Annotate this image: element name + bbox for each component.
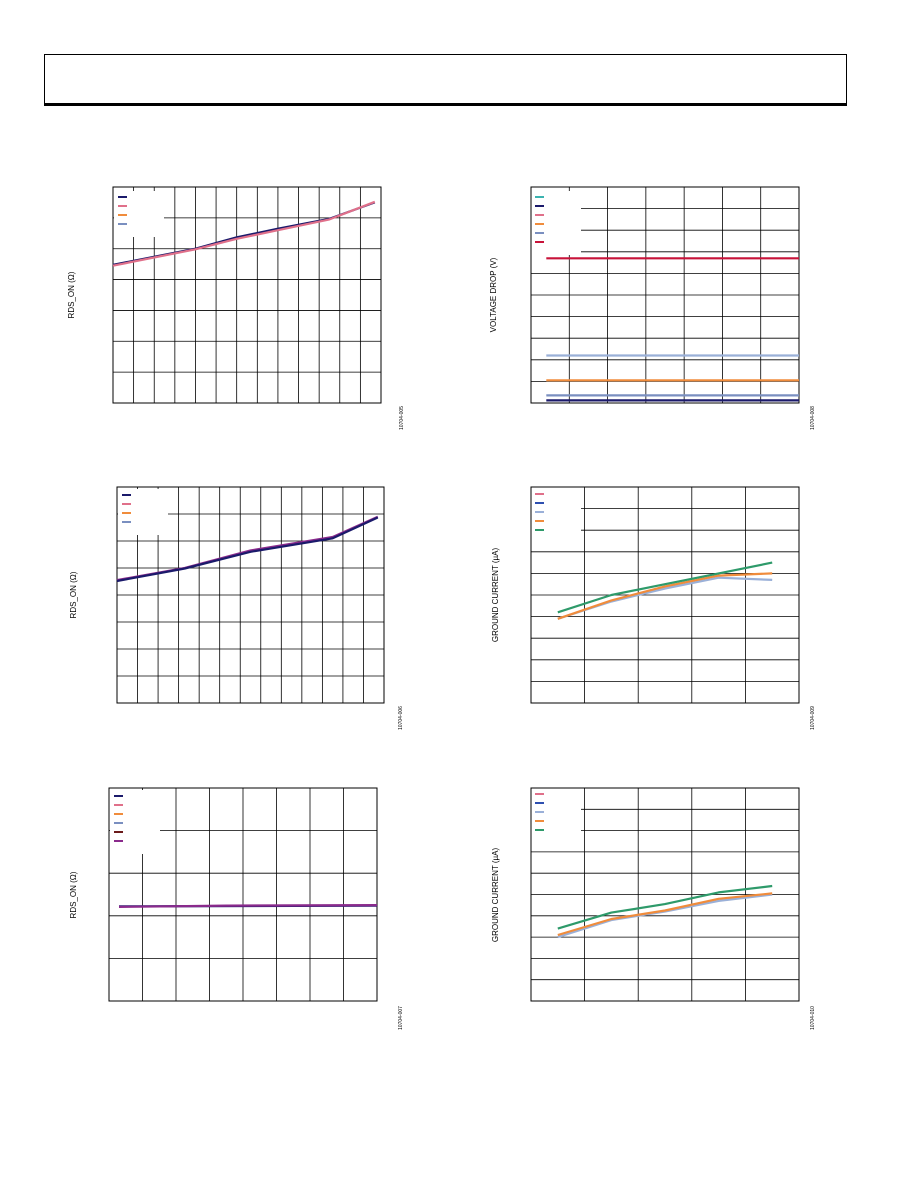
chart-2: VOLTAGE DROP (V) 10704-008 <box>489 186 816 430</box>
figure-code: 10704-006 <box>398 706 404 730</box>
y-axis-label: VOLTAGE DROP (V) <box>489 257 498 332</box>
series-line-pink <box>112 200 376 267</box>
series-line-orange <box>557 892 773 937</box>
plot-frame <box>108 787 378 1002</box>
y-axis-label: RDS_ON (Ω) <box>69 871 78 918</box>
series-line-purple <box>118 903 378 908</box>
y-axis-label: RDS_ON (Ω) <box>67 271 76 318</box>
plot-frame <box>116 486 385 704</box>
plot-frame <box>530 486 800 704</box>
series-line-green <box>557 561 773 614</box>
figure-code: 10704-008 <box>810 406 816 430</box>
chart-4: GROUND CURRENT (µA) 10704-009 <box>491 486 816 730</box>
series-line-navy <box>116 516 379 583</box>
figure-code: 10704-010 <box>810 1006 816 1030</box>
y-axis-label: GROUND CURRENT (µA) <box>491 848 500 943</box>
legend-box <box>531 488 581 543</box>
plot-frame <box>530 186 800 404</box>
chart-6: GROUND CURRENT (µA) 10704-010 <box>491 787 816 1030</box>
page-header-box <box>44 54 847 106</box>
y-axis-label: RDS_ON (Ω) <box>69 571 78 618</box>
series-line-orange <box>557 572 773 620</box>
legend-box <box>531 788 581 843</box>
figure-code: 10704-009 <box>810 706 816 730</box>
chart-3: RDS_ON (Ω) 10704-006 <box>69 486 404 730</box>
chart-1: RDS_ON (Ω) 10704-005 <box>67 186 405 430</box>
y-axis-label: GROUND CURRENT (µA) <box>491 548 500 643</box>
figure-code: 10704-007 <box>398 1006 404 1030</box>
figure-code: 10704-005 <box>399 406 405 430</box>
plot-frame <box>112 186 382 404</box>
plot-frame <box>530 787 800 1002</box>
chart-5: RDS_ON (Ω) 10704-007 <box>69 787 404 1030</box>
series-line-green <box>557 884 773 930</box>
